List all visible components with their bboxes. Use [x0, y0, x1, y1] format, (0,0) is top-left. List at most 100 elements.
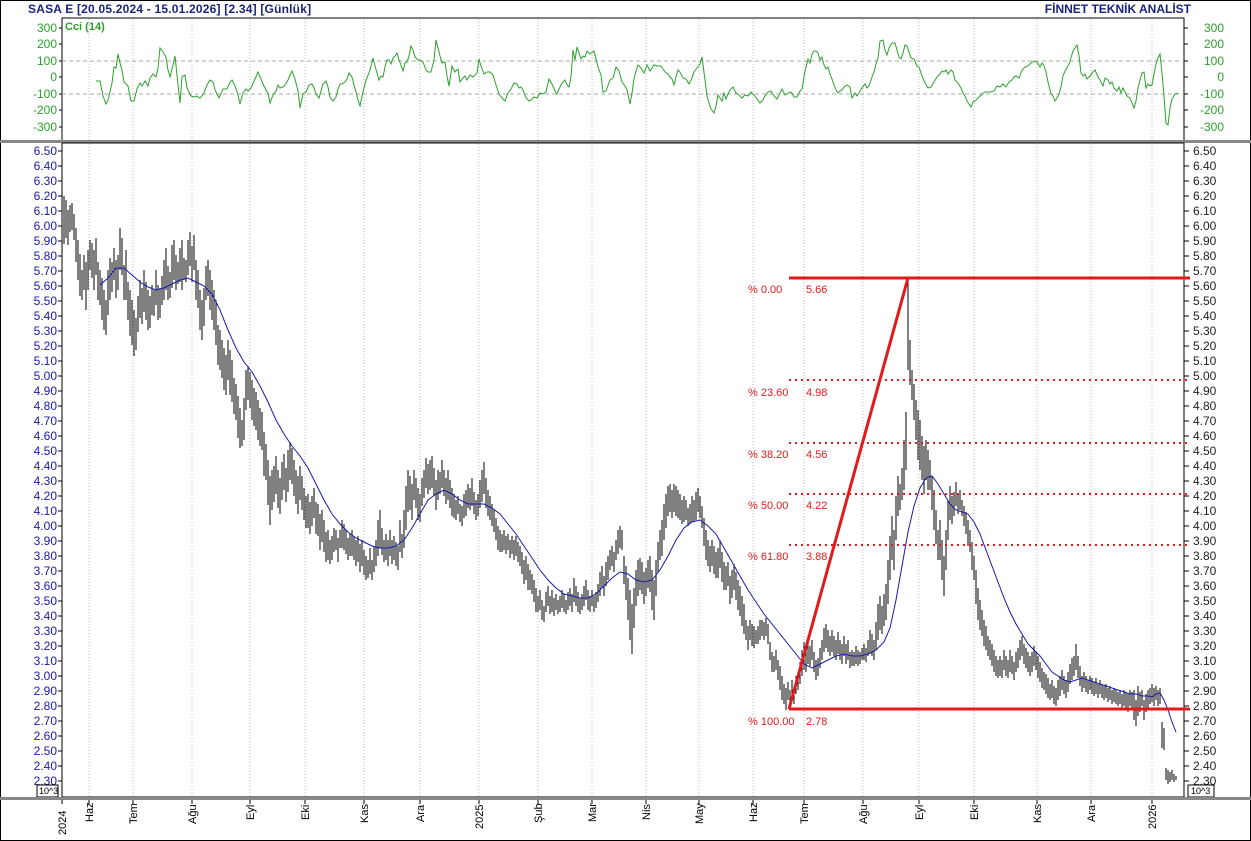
svg-text:4.56: 4.56	[806, 449, 827, 461]
svg-text:2.50: 2.50	[1193, 744, 1217, 758]
cci-y-axis-right: 300 200 100 0 -100 -200 -300	[1200, 21, 1224, 134]
svg-text:2.78: 2.78	[806, 716, 827, 728]
cci-panel: Cci (14)	[61, 17, 1185, 142]
svg-text:4.00: 4.00	[34, 519, 58, 533]
svg-text:Kas: Kas	[359, 804, 371, 823]
svg-text:% 50.00: % 50.00	[748, 500, 788, 512]
svg-text:Ağu: Ağu	[187, 804, 199, 824]
svg-text:Kas: Kas	[1032, 804, 1044, 823]
svg-text:-300: -300	[1200, 120, 1224, 134]
svg-text:3.30: 3.30	[1193, 624, 1217, 638]
svg-text:6.50: 6.50	[1193, 144, 1217, 158]
svg-text:3.10: 3.10	[1193, 654, 1217, 668]
svg-text:4.40: 4.40	[1193, 459, 1217, 473]
svg-text:5.50: 5.50	[34, 294, 58, 308]
svg-text:Haz: Haz	[84, 802, 96, 822]
svg-text:6.40: 6.40	[1193, 159, 1217, 173]
svg-text:Eyl: Eyl	[914, 805, 926, 820]
cci-y-axis-left: 300 200 100 0 -100 -200 -300	[33, 21, 57, 134]
svg-text:5.60: 5.60	[1193, 279, 1217, 293]
svg-text:% 38.20: % 38.20	[748, 449, 788, 461]
svg-text:3.80: 3.80	[1193, 549, 1217, 563]
panel-separator[interactable]	[0, 140, 1251, 143]
svg-text:4.22: 4.22	[806, 500, 827, 512]
svg-text:5.70: 5.70	[34, 264, 58, 278]
svg-text:5.10: 5.10	[1193, 354, 1217, 368]
svg-text:4.90: 4.90	[1193, 384, 1217, 398]
svg-text:2.70: 2.70	[34, 714, 58, 728]
svg-text:4.20: 4.20	[34, 489, 58, 503]
svg-text:2025: 2025	[474, 805, 486, 829]
svg-text:-200: -200	[1200, 103, 1224, 117]
scale-badge-left: 10^3	[36, 784, 59, 798]
price-y-axis-left: 6.506.40 6.306.20 6.106.00 5.905.80 5.70…	[34, 144, 58, 788]
svg-text:6.50: 6.50	[34, 144, 58, 158]
fib-trend-line[interactable]	[787, 277, 910, 710]
svg-text:6.20: 6.20	[1193, 189, 1217, 203]
svg-text:100: 100	[37, 54, 57, 68]
svg-text:Mar: Mar	[587, 803, 599, 822]
svg-text:4.00: 4.00	[1193, 519, 1217, 533]
svg-text:200: 200	[37, 37, 57, 51]
svg-text:Eki: Eki	[969, 805, 981, 820]
fibonacci-retracement: % 0.00 5.66 % 23.60 4.98 % 38.20 4.56 % 50.…	[748, 276, 1190, 728]
svg-text:4.70: 4.70	[1193, 414, 1217, 428]
svg-text:6.10: 6.10	[34, 204, 58, 218]
svg-text:5.00: 5.00	[34, 369, 58, 383]
svg-text:6.20: 6.20	[34, 189, 58, 203]
svg-text:3.90: 3.90	[34, 534, 58, 548]
svg-text:2.80: 2.80	[1193, 699, 1217, 713]
svg-text:3.90: 3.90	[1193, 534, 1217, 548]
cci-gridlines	[88, 19, 1153, 140]
svg-text:% 61.80: % 61.80	[748, 551, 788, 563]
svg-text:-300: -300	[33, 120, 57, 134]
svg-text:4.50: 4.50	[34, 444, 58, 458]
svg-text:5.50: 5.50	[1193, 294, 1217, 308]
svg-text:3.50: 3.50	[1193, 594, 1217, 608]
svg-text:5.40: 5.40	[34, 309, 58, 323]
svg-text:% 100.00: % 100.00	[748, 716, 794, 728]
svg-text:6.30: 6.30	[1193, 174, 1217, 188]
svg-text:2.40: 2.40	[1193, 759, 1217, 773]
svg-text:5.66: 5.66	[806, 284, 827, 296]
svg-text:4.10: 4.10	[1193, 504, 1217, 518]
cci-tick-marks	[59, 27, 1188, 128]
svg-text:May: May	[694, 803, 706, 824]
svg-text:5.40: 5.40	[1193, 309, 1217, 323]
svg-text:5.20: 5.20	[1193, 339, 1217, 353]
svg-text:4.10: 4.10	[34, 504, 58, 518]
svg-text:Eki: Eki	[300, 805, 312, 820]
svg-text:5.30: 5.30	[34, 324, 58, 338]
svg-text:6.30: 6.30	[34, 174, 58, 188]
svg-text:4.60: 4.60	[1193, 429, 1217, 443]
svg-text:-100: -100	[1200, 87, 1224, 101]
svg-text:4.20: 4.20	[1193, 489, 1217, 503]
svg-text:300: 300	[1204, 21, 1224, 35]
svg-text:4.98: 4.98	[806, 387, 827, 399]
svg-text:6.00: 6.00	[34, 219, 58, 233]
svg-text:5.30: 5.30	[1193, 324, 1217, 338]
xaxis-separator	[0, 797, 1251, 800]
svg-text:4.60: 4.60	[34, 429, 58, 443]
svg-text:3.20: 3.20	[34, 639, 58, 653]
svg-text:2.50: 2.50	[34, 744, 58, 758]
svg-text:2.90: 2.90	[1193, 684, 1217, 698]
svg-text:3.50: 3.50	[34, 594, 58, 608]
x-axis: 2024 Haz Tem Ağu Eyl Eki Kas Ara 2025 Şu…	[57, 800, 1159, 835]
svg-text:3.30: 3.30	[34, 624, 58, 638]
svg-text:5.10: 5.10	[34, 354, 58, 368]
svg-text:Ağu: Ağu	[858, 804, 870, 824]
svg-text:4.70: 4.70	[34, 414, 58, 428]
svg-text:Nis: Nis	[641, 804, 653, 820]
svg-text:Haz: Haz	[748, 802, 760, 822]
price-tick-marks	[58, 150, 1189, 782]
svg-text:3.60: 3.60	[1193, 579, 1217, 593]
svg-text:6.00: 6.00	[1193, 219, 1217, 233]
svg-text:0: 0	[50, 70, 57, 84]
svg-text:% 0.00: % 0.00	[748, 284, 782, 296]
svg-text:Ara: Ara	[415, 804, 427, 822]
svg-text:Tem: Tem	[799, 803, 811, 824]
svg-text:6.40: 6.40	[34, 159, 58, 173]
svg-text:3.88: 3.88	[806, 551, 827, 563]
svg-text:2026: 2026	[1147, 805, 1159, 829]
